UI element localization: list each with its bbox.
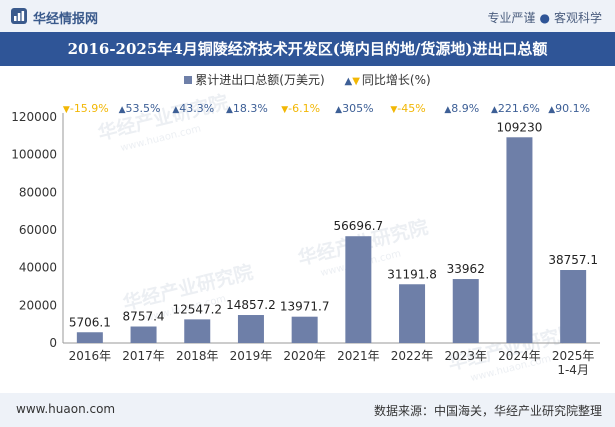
growth-value: 18.3% bbox=[233, 102, 268, 115]
bar bbox=[560, 270, 587, 343]
growth-up-triangle-icon: ▲ bbox=[172, 105, 179, 115]
bar-value-label: 8757.4 bbox=[123, 310, 165, 324]
growth-label: ▲305% bbox=[335, 102, 373, 115]
legend-bar-swatch-icon bbox=[184, 76, 193, 84]
growth-value: 305% bbox=[342, 102, 373, 115]
brand-name: 华经情报网 bbox=[33, 12, 99, 27]
bar-value-label: 14857.2 bbox=[226, 298, 276, 312]
legend-growth-label: 同比增长(%) bbox=[361, 73, 431, 87]
bar-value-label: 5706.1 bbox=[69, 315, 111, 329]
bar bbox=[184, 319, 211, 343]
y-tick-label: 20000 bbox=[19, 298, 57, 312]
bar-value-label: 56696.7 bbox=[334, 219, 384, 233]
legend-bar-label: 累计进出口总额(万美元) bbox=[195, 73, 325, 87]
bar bbox=[506, 137, 533, 343]
growth-label: ▲8.9% bbox=[444, 102, 479, 115]
bar bbox=[76, 332, 103, 343]
growth-up-triangle-icon: ▲ bbox=[444, 105, 451, 115]
growth-label: ▲90.1% bbox=[548, 102, 590, 115]
bar bbox=[345, 236, 372, 343]
bar bbox=[452, 279, 479, 343]
growth-up-triangle-icon: ▲ bbox=[226, 105, 233, 115]
growth-down-triangle-icon: ▼ bbox=[281, 105, 288, 115]
growth-label: ▲18.3% bbox=[226, 102, 268, 115]
growth-value: -15.9% bbox=[70, 102, 109, 115]
growth-label: ▼-6.1% bbox=[281, 102, 320, 115]
y-tick-label: 80000 bbox=[19, 185, 57, 199]
growth-label: ▲53.5% bbox=[119, 102, 161, 115]
footer-site: www.huaon.com bbox=[16, 402, 116, 416]
x-tick-label: 2023年 bbox=[444, 349, 487, 363]
growth-value: 221.6% bbox=[498, 102, 540, 115]
x-tick-label: 2019年 bbox=[230, 349, 273, 363]
growth-value: 8.9% bbox=[451, 102, 479, 115]
title-bar: 2016-2025年4月铜陵经济技术开发区(境内目的地/货源地)进出口总额 bbox=[0, 32, 615, 66]
x-tick-label: 2016年 bbox=[69, 349, 112, 363]
top-brand-bar: 华经情报网 专业严谨 ● 客观科学 bbox=[0, 0, 615, 32]
growth-up-triangle-icon: ▲ bbox=[491, 105, 498, 115]
footer-bar: www.huaon.com 数据来源：中国海关，华经产业研究院整理 bbox=[0, 393, 615, 427]
hj-logo-icon bbox=[11, 8, 27, 24]
bar-value-label: 12547.2 bbox=[172, 302, 222, 316]
growth-label: ▼-15.9% bbox=[63, 102, 109, 115]
bar bbox=[399, 284, 426, 343]
legend-down-triangle-icon: ▼ bbox=[352, 76, 360, 87]
bar bbox=[237, 315, 264, 343]
x-tick-label: 2022年 bbox=[391, 349, 434, 363]
growth-up-triangle-icon: ▲ bbox=[548, 105, 555, 115]
bar-value-label: 109230 bbox=[497, 120, 543, 134]
legend-up-triangle-icon: ▲ bbox=[344, 76, 353, 87]
x-tick-label: 2020年 bbox=[283, 349, 326, 363]
tagline-right: 客观科学 bbox=[553, 11, 602, 25]
x-tick-label: 2017年 bbox=[122, 349, 165, 363]
x-tick-label: 2025年 bbox=[552, 349, 595, 363]
legend-item-growth: ▲▼ 同比增长(%) bbox=[345, 71, 431, 88]
x-tick-label: 2021年 bbox=[337, 349, 380, 363]
tagline-separator-icon: ● bbox=[539, 11, 550, 25]
x-tick-label: 1-4月 bbox=[557, 363, 589, 377]
bar-value-label: 31191.8 bbox=[387, 267, 437, 281]
legend-item-total: 累计进出口总额(万美元) bbox=[184, 71, 325, 88]
y-tick-label: 100000 bbox=[11, 148, 57, 162]
growth-label: ▲221.6% bbox=[491, 102, 540, 115]
bar-value-label: 13971.7 bbox=[280, 300, 330, 314]
chart-title: 2016-2025年4月铜陵经济技术开发区(境内目的地/货源地)进出口总额 bbox=[67, 40, 548, 58]
growth-label: ▼-45% bbox=[390, 102, 425, 115]
y-tick-label: 0 bbox=[49, 336, 57, 350]
growth-value: -45% bbox=[397, 102, 425, 115]
growth-down-triangle-icon: ▼ bbox=[63, 105, 70, 115]
growth-up-triangle-icon: ▲ bbox=[119, 105, 126, 115]
tagline-left: 专业严谨 bbox=[487, 11, 536, 25]
y-tick-label: 120000 bbox=[11, 110, 57, 124]
bar-value-label: 33962 bbox=[447, 262, 485, 276]
growth-value: -6.1% bbox=[288, 102, 320, 115]
growth-up-triangle-icon: ▲ bbox=[335, 105, 342, 115]
growth-value: 43.3% bbox=[179, 102, 214, 115]
tagline: 专业严谨 ● 客观科学 bbox=[487, 9, 602, 26]
chart-legend: 累计进出口总额(万美元) ▲▼ 同比增长(%) bbox=[0, 71, 615, 88]
bar bbox=[291, 316, 318, 343]
growth-label: ▲43.3% bbox=[172, 102, 214, 115]
growth-value: 90.1% bbox=[555, 102, 590, 115]
bar bbox=[130, 326, 157, 343]
y-tick-label: 60000 bbox=[19, 223, 57, 237]
x-tick-label: 2024年 bbox=[498, 349, 541, 363]
growth-value: 53.5% bbox=[126, 102, 161, 115]
bar-value-label: 38757.1 bbox=[548, 253, 598, 267]
x-tick-label: 2018年 bbox=[176, 349, 219, 363]
data-source: 数据来源：中国海关，华经产业研究院整理 bbox=[373, 404, 602, 418]
growth-down-triangle-icon: ▼ bbox=[390, 105, 397, 115]
y-tick-label: 40000 bbox=[19, 261, 57, 275]
